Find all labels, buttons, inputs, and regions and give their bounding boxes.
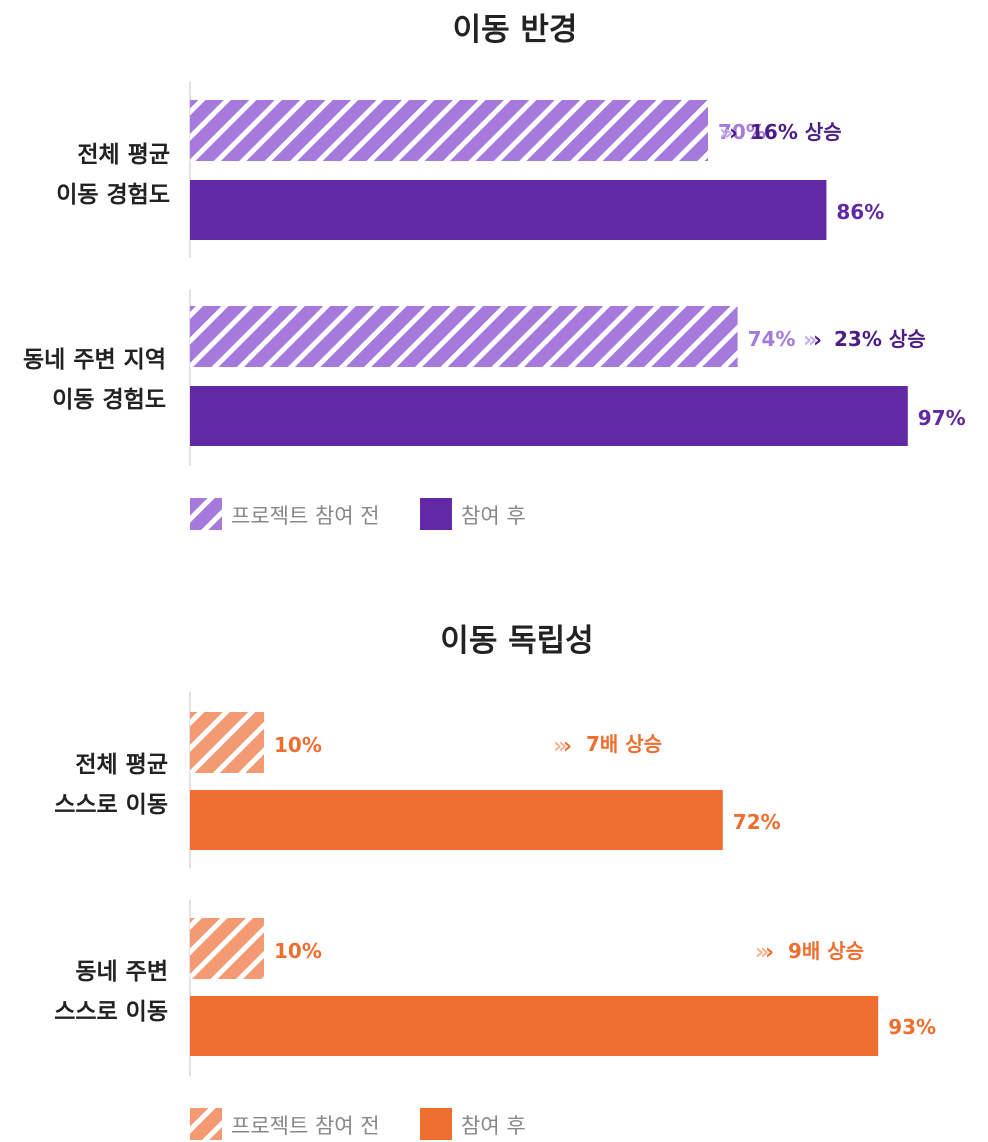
double-chevron-icon: » — [719, 121, 733, 146]
data-label: 97% — [918, 406, 966, 430]
double-chevron-icon: » — [803, 328, 817, 353]
double-chevron-icon: › — [729, 121, 738, 146]
chart-panel-mobility-range: 이동 반경 전체 평균 이동 경험도 동네 주변 지역 이동 경험도 70% 8… — [23, 12, 966, 530]
category-label: 이동 경험도 — [56, 182, 170, 208]
legend-swatch-after — [420, 1108, 452, 1140]
increase-annotation: » › 7배 상승 — [553, 732, 662, 759]
data-label: 10% — [274, 939, 322, 963]
category-label: 전체 평균 — [77, 142, 170, 168]
category-label: 스스로 이동 — [54, 999, 168, 1025]
category-label: 동네 주변 — [75, 959, 168, 985]
data-label: 93% — [888, 1015, 936, 1039]
double-chevron-icon: » — [553, 734, 567, 759]
category-label: 이동 경험도 — [52, 387, 166, 413]
bar-after — [190, 790, 723, 850]
double-chevron-icon: » — [755, 940, 769, 965]
increase-label: 16% 상승 — [750, 120, 842, 144]
bar-after — [190, 996, 879, 1056]
chart-title: 이동 독립성 — [440, 623, 593, 659]
increase-label: 7배 상승 — [586, 732, 662, 756]
increase-annotation: » › 9배 상승 — [755, 939, 864, 965]
legend-label: 참여 후 — [461, 1114, 526, 1138]
data-label: 10% — [274, 733, 322, 757]
increase-label: 9배 상승 — [788, 939, 864, 963]
double-chevron-icon: › — [813, 328, 822, 353]
legend-label: 프로젝트 참여 전 — [231, 504, 380, 528]
category-label: 스스로 이동 — [54, 792, 168, 818]
chart-title: 이동 반경 — [453, 12, 578, 48]
bar-before — [190, 918, 264, 979]
increase-annotation: » › 23% 상승 — [803, 327, 926, 353]
bar-after — [190, 386, 908, 446]
legend-label: 프로젝트 참여 전 — [231, 1114, 380, 1138]
double-chevron-icon: › — [563, 734, 572, 759]
category-label: 동네 주변 지역 — [23, 347, 166, 373]
legend-swatch-before — [190, 1108, 222, 1140]
data-label: 72% — [733, 810, 781, 834]
data-label: 74% — [748, 327, 796, 351]
double-chevron-icon: › — [765, 940, 774, 965]
legend: 프로젝트 참여 전 참여 후 — [190, 498, 526, 530]
data-label: 70% — [718, 120, 766, 144]
data-label: 86% — [836, 200, 884, 224]
increase-annotation: » › 16% 상승 — [719, 120, 842, 146]
legend-swatch-before — [190, 498, 222, 530]
chart-panel-mobility-independence: 이동 독립성 전체 평균 스스로 이동 동네 주변 스스로 이동 10% 72%… — [54, 623, 936, 1140]
bar-before — [190, 100, 708, 161]
legend-label: 참여 후 — [461, 504, 526, 528]
legend: 프로젝트 참여 전 참여 후 — [190, 1108, 526, 1140]
bar-before — [190, 306, 738, 367]
bar-before — [190, 712, 264, 773]
legend-swatch-after — [420, 498, 452, 530]
increase-label: 23% 상승 — [834, 327, 926, 351]
category-label: 전체 평균 — [75, 752, 168, 778]
bar-after — [190, 180, 827, 240]
